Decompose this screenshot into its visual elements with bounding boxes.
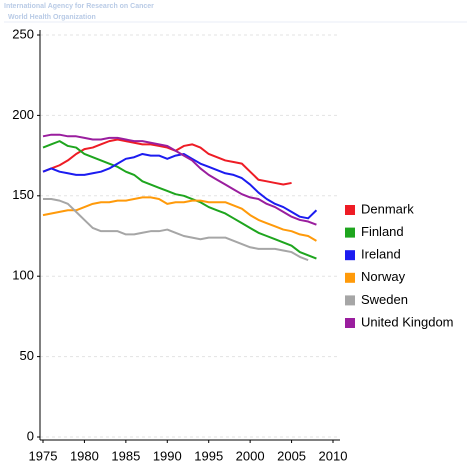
x-tick-label: 2005 [277, 448, 306, 463]
series-line [43, 198, 309, 262]
y-tick-label: 150 [12, 187, 34, 202]
legend-swatch [345, 318, 355, 328]
y-tick-label: 250 [12, 26, 34, 41]
x-tick-label: 1980 [70, 448, 99, 463]
y-tick-label: 200 [12, 107, 34, 122]
chart-subtitle: World Health Organization [8, 14, 96, 21]
x-tick-label: 1995 [194, 448, 223, 463]
series-line [42, 196, 317, 242]
legend-swatch [345, 227, 355, 238]
series-line [42, 138, 292, 186]
legend-label: Finland [361, 224, 404, 239]
series-line [42, 140, 317, 260]
x-tick-label: 2000 [236, 448, 265, 463]
y-tick-label: 100 [12, 268, 34, 283]
legend-label: United Kingdom [361, 314, 454, 329]
series-line [42, 152, 318, 220]
legend-label: Sweden [361, 292, 408, 307]
legend-label: Norway [361, 269, 406, 284]
legend-swatch [345, 295, 355, 306]
chart-title: International Agency for Research on Can… [4, 3, 154, 10]
x-tick-label: 1985 [111, 448, 140, 463]
legend-label: Ireland [361, 247, 401, 262]
series-line [42, 133, 317, 226]
legend-label: Denmark [361, 201, 414, 216]
legend-swatch [345, 250, 355, 261]
legend-swatch [345, 272, 355, 283]
y-tick-label: 50 [20, 348, 34, 363]
x-tick-label: 2010 [319, 448, 348, 463]
y-tick-label: 0 [27, 428, 34, 443]
x-tick-label: 1975 [29, 448, 58, 463]
x-tick-label: 1990 [153, 448, 182, 463]
legend-swatch [345, 205, 355, 215]
